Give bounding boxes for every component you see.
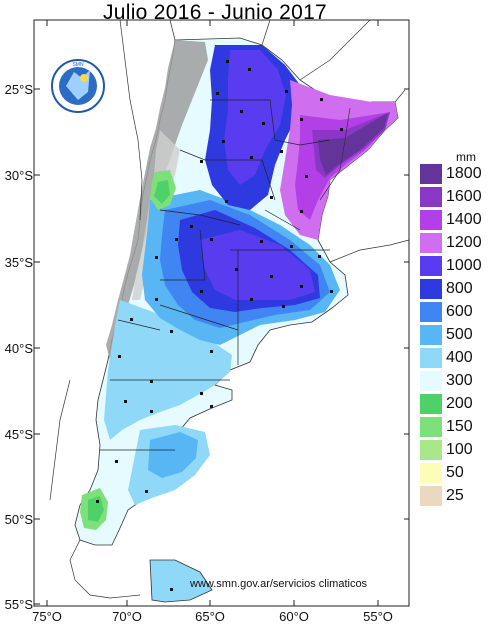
lat-label-30: 30°S bbox=[5, 168, 34, 183]
neighbour-borders bbox=[49, 19, 410, 599]
station-markers bbox=[96, 60, 343, 591]
map-title: Julio 2016 - Junio 2017 bbox=[102, 1, 328, 24]
legend-label: 150 bbox=[446, 418, 473, 435]
legend-label: 200 bbox=[446, 395, 473, 412]
legend-item: 500 bbox=[420, 325, 497, 345]
legend-item: 1200 bbox=[420, 233, 497, 253]
band-1800 bbox=[318, 113, 388, 175]
legend-swatch bbox=[420, 164, 442, 184]
lat-label-50: 50°S bbox=[5, 512, 34, 527]
legend-label: 50 bbox=[446, 464, 464, 481]
legend-swatch bbox=[420, 371, 442, 391]
legend-item: 200 bbox=[420, 394, 497, 414]
legend-swatch bbox=[420, 486, 442, 506]
band-500-ss bbox=[148, 432, 198, 478]
lat-label-35: 35°S bbox=[5, 255, 34, 270]
legend-item: 800 bbox=[420, 279, 497, 299]
lat-label-40: 40°S bbox=[5, 341, 34, 356]
legend-label: 800 bbox=[446, 280, 473, 297]
legend-label: 400 bbox=[446, 349, 473, 366]
legend-item: 1800 bbox=[420, 164, 497, 184]
legend-swatch bbox=[420, 463, 442, 483]
legend-swatch bbox=[420, 348, 442, 368]
legend-label: 1200 bbox=[446, 234, 482, 251]
lon-label-70: 70°O bbox=[112, 609, 142, 624]
smn-logo: SMN bbox=[51, 59, 105, 113]
legend-swatch bbox=[420, 417, 442, 437]
lat-ticks: 25°S 30°S 35°S 40°S 45°S 50°S 55°S bbox=[5, 82, 409, 612]
legend-swatch bbox=[420, 325, 442, 345]
legend-label: 1800 bbox=[446, 165, 482, 182]
precip-field bbox=[74, 37, 399, 603]
legend-item: 100 bbox=[420, 440, 497, 460]
legend-item: 50 bbox=[420, 463, 497, 483]
band-1000 bbox=[200, 230, 315, 300]
lon-label-55: 55°O bbox=[363, 609, 393, 624]
legend-swatch bbox=[420, 279, 442, 299]
legend-unit: mm bbox=[456, 150, 476, 164]
tierra-del-fuego bbox=[149, 559, 213, 603]
lat-label-55: 55°S bbox=[5, 597, 34, 612]
legend-swatch bbox=[420, 394, 442, 414]
legend-swatch bbox=[420, 187, 442, 207]
credit-text: www.smn.gov.ar/servicios climaticos bbox=[190, 578, 368, 590]
dry-spot-cuyo-inner bbox=[154, 180, 170, 204]
legend-label: 25 bbox=[446, 487, 464, 504]
band-1000-north bbox=[224, 50, 286, 185]
legend-label: 1400 bbox=[446, 211, 482, 228]
legend-item: 400 bbox=[420, 348, 497, 368]
lat-label-45: 45°S bbox=[5, 427, 34, 442]
province-borders bbox=[100, 99, 331, 451]
lon-ticks: 75°O 70°O 65°O 60°O 55°O bbox=[32, 20, 393, 624]
legend-item: 300 bbox=[420, 371, 497, 391]
legend-swatch bbox=[420, 256, 442, 276]
logo-label: SMN bbox=[72, 62, 84, 68]
legend-item: 1000 bbox=[420, 256, 497, 276]
legend-item: 1600 bbox=[420, 187, 497, 207]
legend-label: 1600 bbox=[446, 188, 482, 205]
legend-label: 300 bbox=[446, 372, 473, 389]
legend-label: 600 bbox=[446, 303, 473, 320]
dry-spot-santa-cruz-inner bbox=[88, 496, 104, 522]
legend-swatch bbox=[420, 440, 442, 460]
legend-swatch bbox=[420, 233, 442, 253]
lon-label-65: 65°O bbox=[195, 609, 225, 624]
legend-item: 600 bbox=[420, 302, 497, 322]
legend-item: 1400 bbox=[420, 210, 497, 230]
legend-label: 100 bbox=[446, 441, 473, 458]
lon-label-60: 60°O bbox=[279, 609, 309, 624]
legend-swatch bbox=[420, 302, 442, 322]
legend-label: 500 bbox=[446, 326, 473, 343]
andes-relief bbox=[106, 40, 208, 360]
lon-label-75: 75°O bbox=[32, 609, 62, 624]
legend-item: 150 bbox=[420, 417, 497, 437]
legend-swatch bbox=[420, 210, 442, 230]
legend-label: 1000 bbox=[446, 257, 482, 274]
legend-item: 25 bbox=[420, 486, 497, 506]
lat-label-25: 25°S bbox=[5, 82, 34, 97]
